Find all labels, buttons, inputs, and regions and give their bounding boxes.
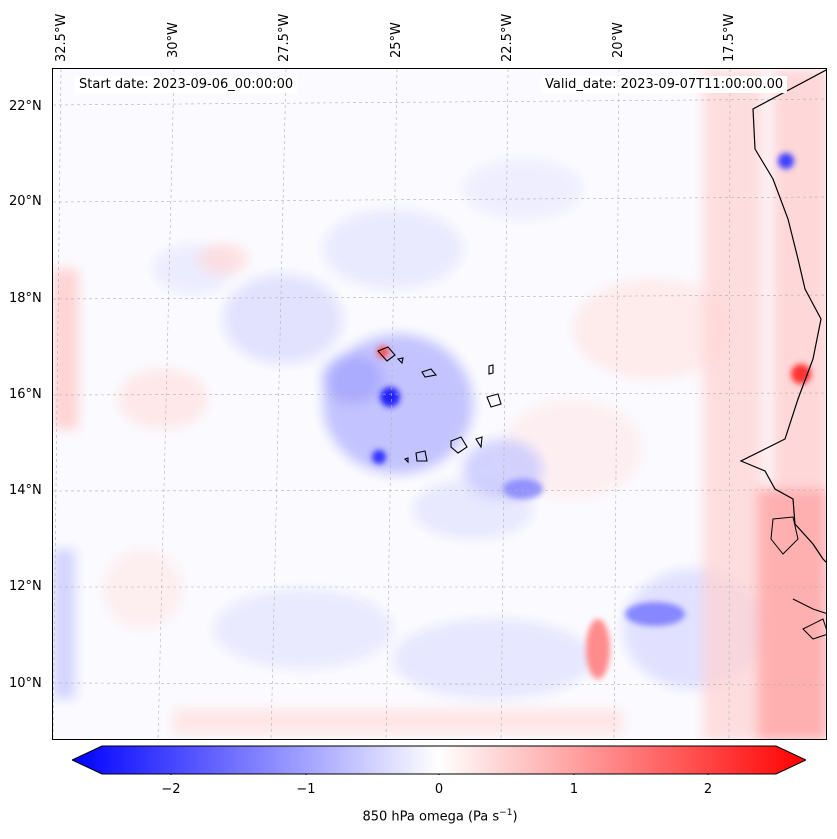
start-date-label: Start date: 2023-09-06_00:00:00 [75,76,298,93]
lat-label-18N: 18°N [9,291,42,306]
colorbar [72,745,806,775]
lon-label-27.5W: 27.5°W [277,13,292,62]
lat-label-12N: 12°N [9,579,42,594]
lon-label-25W: 25°W [389,22,404,58]
colorbar-tick-1: 1 [569,782,579,797]
lon-label-20W: 20°W [611,22,626,58]
cape-verde-islands [377,346,502,464]
valid-date-label: Valid_date: 2023-09-07T11:00:00.00 [541,76,788,93]
lon-label-32.5W: 32.5°W [54,13,69,62]
lat-label-16N: 16°N [9,387,42,402]
colorbar-tick-0: 0 [434,782,444,797]
colorbar-tick-2: 2 [703,782,713,797]
lon-label-17.5W: 17.5°W [722,13,737,62]
lat-label-22N: 22°N [9,99,42,114]
colorbar-tick-neg1: −1 [296,782,316,797]
lon-label-22.5W: 22.5°W [500,13,515,62]
lat-label-20N: 20°N [9,194,42,209]
lat-label-14N: 14°N [9,483,42,498]
map-panel [52,68,827,740]
lat-label-10N: 10°N [9,676,42,691]
colorbar-tick-neg2: −2 [161,782,181,797]
colorbar-label: 850 hPa omega (Pa s−1) [362,808,518,825]
lon-label-30W: 30°W [166,22,181,58]
omega-field-map [53,69,826,739]
